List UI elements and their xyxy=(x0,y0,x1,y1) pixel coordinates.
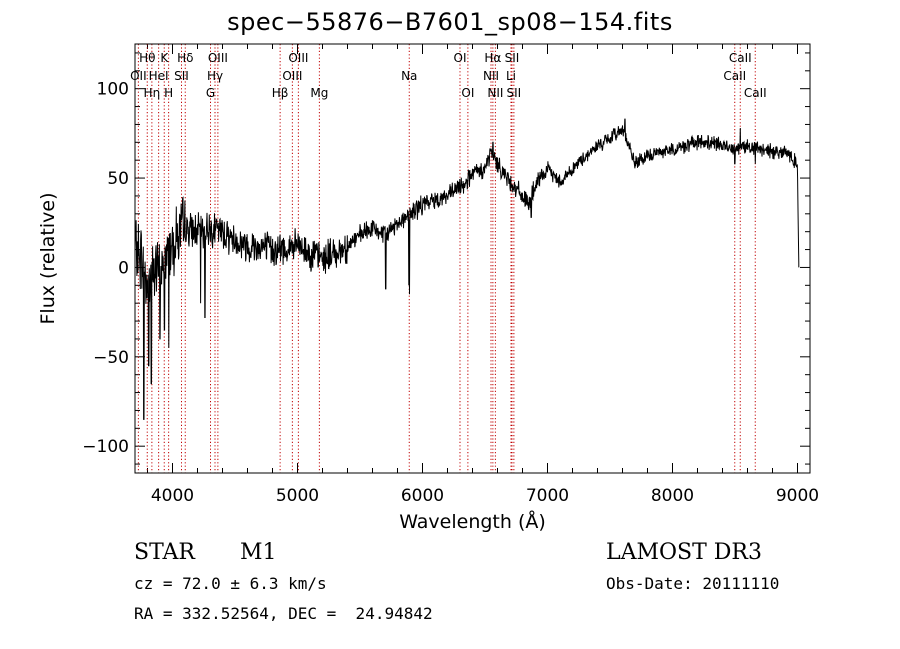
spectral-line-label: H xyxy=(164,86,173,100)
spectral-line-label: OI xyxy=(461,86,474,100)
coordinates: RA = 332.52564, DEC = 24.94842 xyxy=(134,604,433,623)
axis-tick-labels: 4000 5000 6000 7000 8000 9000 −100 −50 0 50 100 xyxy=(82,80,819,506)
spectral-line-label: SII xyxy=(174,69,189,83)
plot-frame xyxy=(134,43,811,474)
spectral-line-label: NII xyxy=(483,69,499,83)
x-tick-label: 9000 xyxy=(776,486,819,506)
x-tick-label: 4000 xyxy=(151,486,194,506)
y-tick-label: 100 xyxy=(97,80,129,100)
x-axis-label: Wavelength (Å) xyxy=(399,510,546,533)
survey-name: LAMOST DR3 xyxy=(606,540,762,565)
spectral-line-labels: HθOIIHηHeIKHSIIHδGHγOIIIHβOIIIOIIIMgNaOI… xyxy=(130,51,767,100)
spectral-line-label: OI xyxy=(454,51,467,65)
spectral-line-label: SII xyxy=(507,86,522,100)
spectral-line-label: K xyxy=(160,51,169,65)
x-tick-label: 7000 xyxy=(526,486,569,506)
spectral-line-label: CaII xyxy=(744,86,767,100)
spectral-line-label: Hδ xyxy=(177,51,193,65)
y-axis-label: Flux (relative) xyxy=(37,192,59,324)
spectral-line-label: Hβ xyxy=(272,86,289,100)
spectral-line-label: OII xyxy=(130,69,147,83)
y-tick-label: −100 xyxy=(82,437,129,457)
spectral-line-label: CaII xyxy=(723,69,746,83)
chart-title: spec−55876−B7601_sp08−154.fits xyxy=(227,8,673,36)
redshift-cz: cz = 72.0 ± 6.3 km/s xyxy=(134,574,327,593)
spectral-line-label: SII xyxy=(505,51,520,65)
spectral-line-label: OIII xyxy=(208,51,228,65)
x-tick-label: 8000 xyxy=(651,486,694,506)
tick-layer xyxy=(135,44,810,473)
spectral-line-label: Li xyxy=(506,69,516,83)
x-tick-label: 5000 xyxy=(276,486,319,506)
object-subclass: M1 xyxy=(240,540,277,565)
spectral-line-label: Hγ xyxy=(207,69,223,83)
observation-date: Obs-Date: 20111110 xyxy=(606,574,780,593)
spectral-line-label: OIII xyxy=(282,69,302,83)
y-tick-label: −50 xyxy=(93,348,129,368)
spectral-line-label: Hα xyxy=(484,51,501,65)
x-tick-label: 6000 xyxy=(401,486,444,506)
spectral-line-label: CaII xyxy=(729,51,752,65)
y-tick-label: 0 xyxy=(118,258,129,278)
spectral-line-label: Mg xyxy=(310,86,328,100)
spectral-line-label: Na xyxy=(401,69,417,83)
spectral-line-label: Hη xyxy=(144,86,161,100)
spectral-line-markers xyxy=(137,44,756,473)
spectrum-plot: HθOIIHηHeIKHSIIHδGHγOIIIHβOIIIOIIIMgNaOI… xyxy=(37,43,819,533)
spectral-line-label: HeI xyxy=(149,69,169,83)
flux-series-line xyxy=(134,118,800,420)
object-class: STAR xyxy=(134,540,195,565)
spectral-line-label: Hθ xyxy=(139,51,155,65)
spectral-line-label: NII xyxy=(487,86,503,100)
spectral-line-label: OIII xyxy=(288,51,308,65)
spectral-line-label: G xyxy=(206,86,215,100)
y-tick-label: 50 xyxy=(107,169,129,189)
